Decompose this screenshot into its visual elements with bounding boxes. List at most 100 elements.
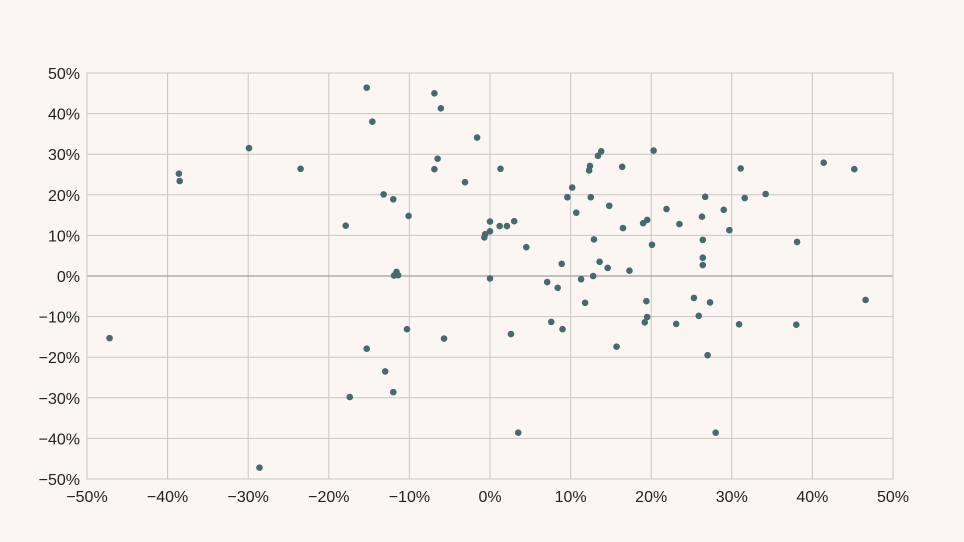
data-point <box>577 275 585 283</box>
data-point <box>342 222 350 229</box>
data-point <box>176 177 183 185</box>
data-point <box>175 170 183 177</box>
data-point <box>486 228 494 235</box>
data-point <box>256 464 263 471</box>
y-tick-label: −30% <box>39 391 80 408</box>
data-point <box>586 162 594 170</box>
data-point <box>604 264 611 272</box>
data-point <box>245 144 253 152</box>
data-point <box>394 271 402 279</box>
data-point <box>481 230 489 238</box>
data-point <box>720 206 728 214</box>
y-tick-label: 10% <box>48 228 80 245</box>
y-tick-labels: −50% −40% −30% −20% −10% 0% 10% 20% 30% 40% 50% <box>39 66 80 489</box>
data-point <box>486 218 494 225</box>
x-tick-label: −40% <box>147 489 188 506</box>
data-point <box>862 296 869 304</box>
data-point <box>106 334 113 342</box>
y-tick-label: 40% <box>48 107 80 124</box>
data-point <box>497 165 504 173</box>
data-point <box>648 241 656 249</box>
data-point <box>543 278 551 286</box>
x-tick-label: 0% <box>478 489 501 506</box>
plot-frame <box>86 72 894 480</box>
data-point <box>572 209 580 216</box>
data-point <box>698 213 706 221</box>
axes <box>86 72 894 480</box>
data-point <box>581 299 589 307</box>
data-point <box>380 191 387 198</box>
data-point <box>568 184 576 191</box>
x-tick-label: 20% <box>635 489 667 506</box>
data-point <box>737 165 744 172</box>
data-point <box>363 345 370 352</box>
data-point <box>699 261 707 269</box>
data-point <box>363 84 370 91</box>
data-point <box>431 90 438 97</box>
data-point <box>514 429 522 437</box>
y-tick-label: −10% <box>39 310 80 327</box>
x-tick-label: −50% <box>66 489 107 506</box>
data-point <box>564 193 571 201</box>
data-point <box>762 190 769 198</box>
data-point <box>613 343 620 350</box>
data-point <box>473 134 481 141</box>
x-tick-label: −20% <box>308 489 349 506</box>
data-point <box>554 284 562 292</box>
data-point <box>663 205 670 213</box>
data-point <box>590 236 598 243</box>
data-point <box>741 194 748 202</box>
data-point <box>706 299 714 306</box>
data-point <box>851 165 858 173</box>
data-point <box>297 165 304 173</box>
data-point <box>431 165 438 173</box>
data-point <box>440 335 448 342</box>
y-tick-label: −20% <box>39 350 80 367</box>
data-point <box>434 155 441 162</box>
data-point <box>547 318 555 326</box>
data-point <box>792 321 800 329</box>
data-point <box>735 321 743 328</box>
data-point <box>793 238 801 246</box>
data-point <box>618 163 626 171</box>
data-point <box>626 267 633 275</box>
data-point <box>690 294 698 302</box>
x-tick-label: 50% <box>877 489 909 506</box>
data-points <box>106 84 869 471</box>
x-tick-label: 40% <box>796 489 828 506</box>
data-point <box>672 320 680 328</box>
data-point <box>389 195 397 203</box>
data-point <box>405 212 412 220</box>
data-point <box>699 236 707 244</box>
data-point <box>699 254 707 262</box>
data-point <box>643 297 650 305</box>
data-point <box>510 217 518 225</box>
data-point <box>701 193 709 201</box>
data-point <box>643 313 651 321</box>
data-point <box>403 325 411 333</box>
data-point <box>369 118 376 126</box>
data-point <box>605 202 613 210</box>
data-point <box>589 272 597 280</box>
data-point <box>389 388 397 396</box>
y-tick-label: 0% <box>57 269 80 286</box>
data-point <box>381 368 389 375</box>
data-point <box>641 318 649 326</box>
data-point <box>643 216 651 224</box>
data-point <box>503 222 511 230</box>
y-tick-label: 50% <box>48 66 80 83</box>
y-tick-label: −40% <box>39 431 80 448</box>
data-point <box>559 325 566 333</box>
data-point <box>650 147 657 154</box>
data-point <box>587 193 595 201</box>
x-tick-label: 30% <box>716 489 748 506</box>
data-point <box>726 226 733 234</box>
data-point <box>461 178 469 186</box>
y-tick-label: 30% <box>48 147 80 164</box>
data-point <box>507 330 515 338</box>
data-point <box>695 312 703 320</box>
data-point <box>496 222 503 230</box>
data-point <box>820 159 827 167</box>
